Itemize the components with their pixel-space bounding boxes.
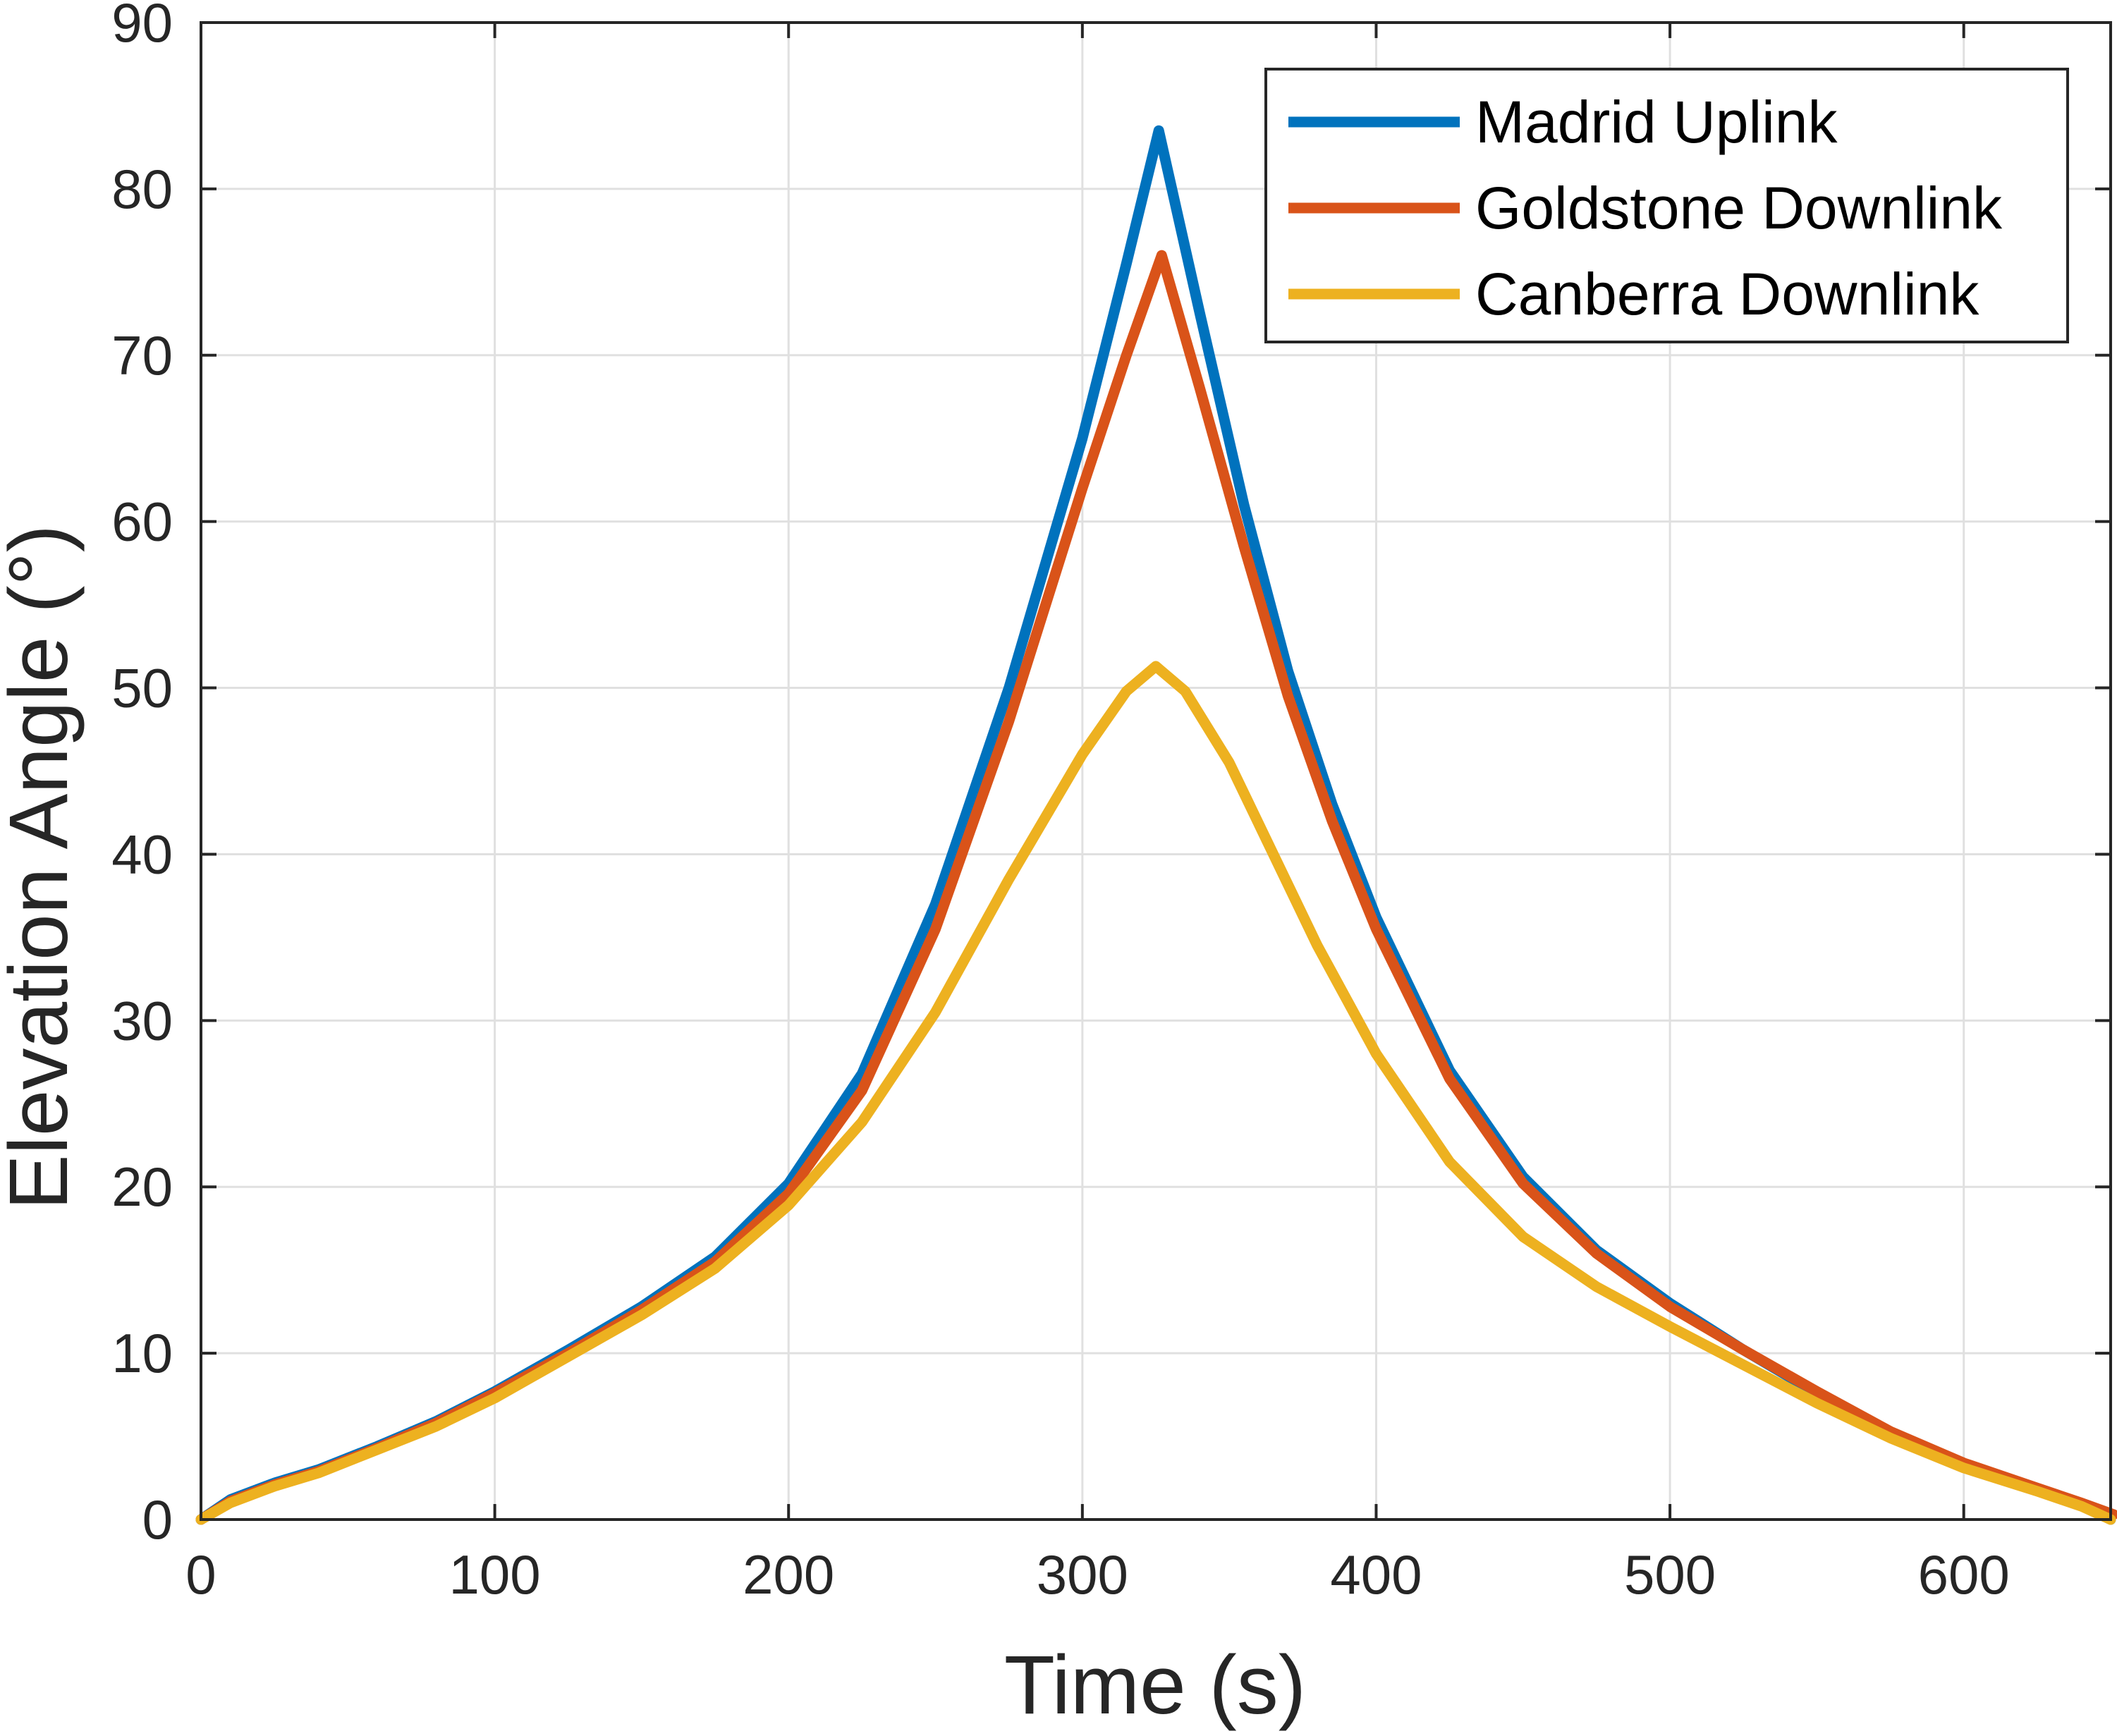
- y-tick-label: 50: [111, 657, 173, 719]
- y-axis-label: Elevation Angle (°): [0, 525, 85, 1210]
- legend: Madrid Uplink Goldstone Downlink Canberra …: [1264, 68, 2069, 343]
- x-tick-label: 200: [743, 1544, 834, 1606]
- x-tick-label: 600: [1918, 1544, 2010, 1606]
- y-tick-label: 0: [142, 1489, 173, 1551]
- series-lines: [195, 125, 2117, 1525]
- series-line-canberra-downlink: [195, 661, 2116, 1525]
- y-tick-label: 90: [111, 0, 173, 54]
- y-tick-label: 20: [111, 1156, 173, 1218]
- x-tick-label: 100: [449, 1544, 541, 1606]
- ticks: 0 100 200 300 400 500 600 0 10 20 30 40 50 60 70 80 90: [111, 0, 2111, 1606]
- y-tick-label: 30: [111, 989, 173, 1051]
- legend-label-madrid-uplink: Madrid Uplink: [1475, 89, 1838, 155]
- legend-label-canberra-downlink: Canberra Downlink: [1475, 261, 1979, 327]
- x-axis-label: Time (s): [1004, 1639, 1306, 1732]
- x-tick-label: 500: [1624, 1544, 1716, 1606]
- y-tick-label: 70: [111, 324, 173, 386]
- y-tick-label: 10: [111, 1322, 173, 1384]
- x-tick-label: 300: [1037, 1544, 1128, 1606]
- y-tick-label: 80: [111, 158, 173, 220]
- legend-label-goldstone-downlink: Goldstone Downlink: [1475, 175, 2003, 241]
- x-tick-label: 400: [1330, 1544, 1422, 1606]
- y-tick-label: 40: [111, 823, 173, 885]
- x-tick-label: 0: [185, 1544, 216, 1606]
- y-tick-label: 60: [111, 491, 173, 553]
- axes-frame: [200, 21, 2112, 1521]
